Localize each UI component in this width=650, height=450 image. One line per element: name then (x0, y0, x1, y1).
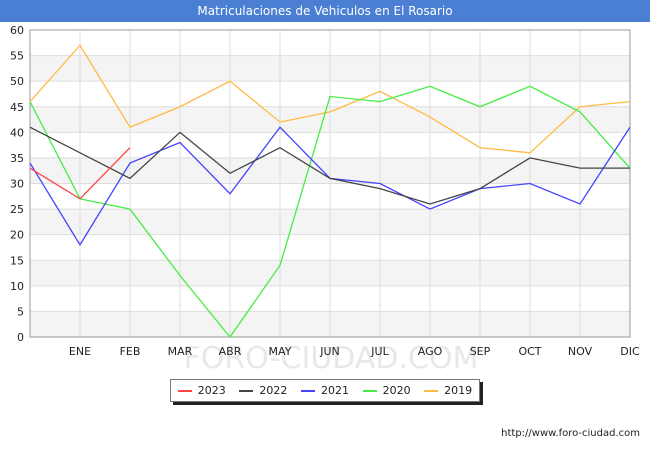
watermark: FORO-CIUDAD.COM (184, 341, 479, 370)
y-tick-label: 30 (10, 178, 24, 191)
x-tick-label: AGO (418, 345, 443, 358)
legend-item-2021: 2021 (300, 384, 349, 397)
x-axis-tick-labels: ENE FEB MAR ABR MAY JUN JUL AGO SEP OCT NOV DIC (69, 345, 640, 358)
y-tick-label: 10 (10, 280, 24, 293)
x-tick-label: ENE (69, 345, 91, 358)
y-tick-label: 35 (10, 152, 24, 165)
legend-label: 2023 (197, 384, 226, 397)
y-tick-label: 50 (10, 75, 24, 88)
x-tick-label: FEB (120, 345, 141, 358)
x-tick-label: NOV (568, 345, 593, 358)
series-line-2020 (29, 85, 631, 339)
footer-url: http://www.foro-ciudad.com (501, 428, 640, 439)
y-tick-label: 45 (10, 101, 24, 114)
series-lines (29, 44, 631, 339)
series-line-2023 (29, 147, 131, 200)
y-tick-label: 25 (10, 203, 24, 216)
y-tick-label: 40 (10, 126, 24, 139)
x-tick-label: JUN (319, 345, 340, 358)
x-tick-label: ABR (219, 345, 242, 358)
legend-swatch (424, 389, 439, 392)
y-axis-tick-labels: 0 5 10 15 20 25 30 35 40 45 50 55 60 (10, 24, 24, 344)
x-tick-label: MAY (269, 345, 292, 358)
x-tick-label: SEP (470, 345, 491, 358)
x-tick-label: DIC (620, 345, 640, 358)
x-tick-label: OCT (518, 345, 541, 358)
y-tick-label: 15 (10, 254, 24, 267)
x-tick-label: JUL (370, 345, 389, 358)
line-chart: FORO-CIUDAD.COM 0 5 10 15 20 25 30 35 40 45 50 55 60… (10, 24, 640, 370)
y-tick-label: 55 (10, 50, 24, 63)
legend: 2023 2022 2021 2020 2019 (170, 379, 480, 402)
y-tick-label: 60 (10, 24, 24, 37)
legend-label: 2020 (382, 384, 411, 397)
legend-item-2023: 2023 (177, 384, 226, 397)
x-tick-label: MAR (168, 345, 193, 358)
plot-border (29, 29, 631, 338)
legend-label: 2019 (444, 384, 473, 397)
legend-swatch (239, 389, 254, 392)
legend-label: 2021 (320, 384, 349, 397)
legend-swatch (177, 389, 192, 392)
y-tick-label: 20 (10, 229, 24, 242)
series-line-2019 (29, 44, 631, 154)
legend-swatch (300, 389, 315, 392)
legend-item-2020: 2020 (362, 384, 411, 397)
legend-label: 2022 (259, 384, 288, 397)
y-tick-label: 0 (17, 331, 24, 344)
chart-title: Matriculaciones de Vehiculos en El Rosar… (0, 0, 650, 22)
legend-swatch (362, 389, 377, 392)
y-tick-label: 5 (17, 305, 24, 318)
legend-item-2022: 2022 (239, 384, 287, 397)
series-line-2022 (29, 126, 630, 205)
legend-item-2019: 2019 (424, 384, 472, 397)
